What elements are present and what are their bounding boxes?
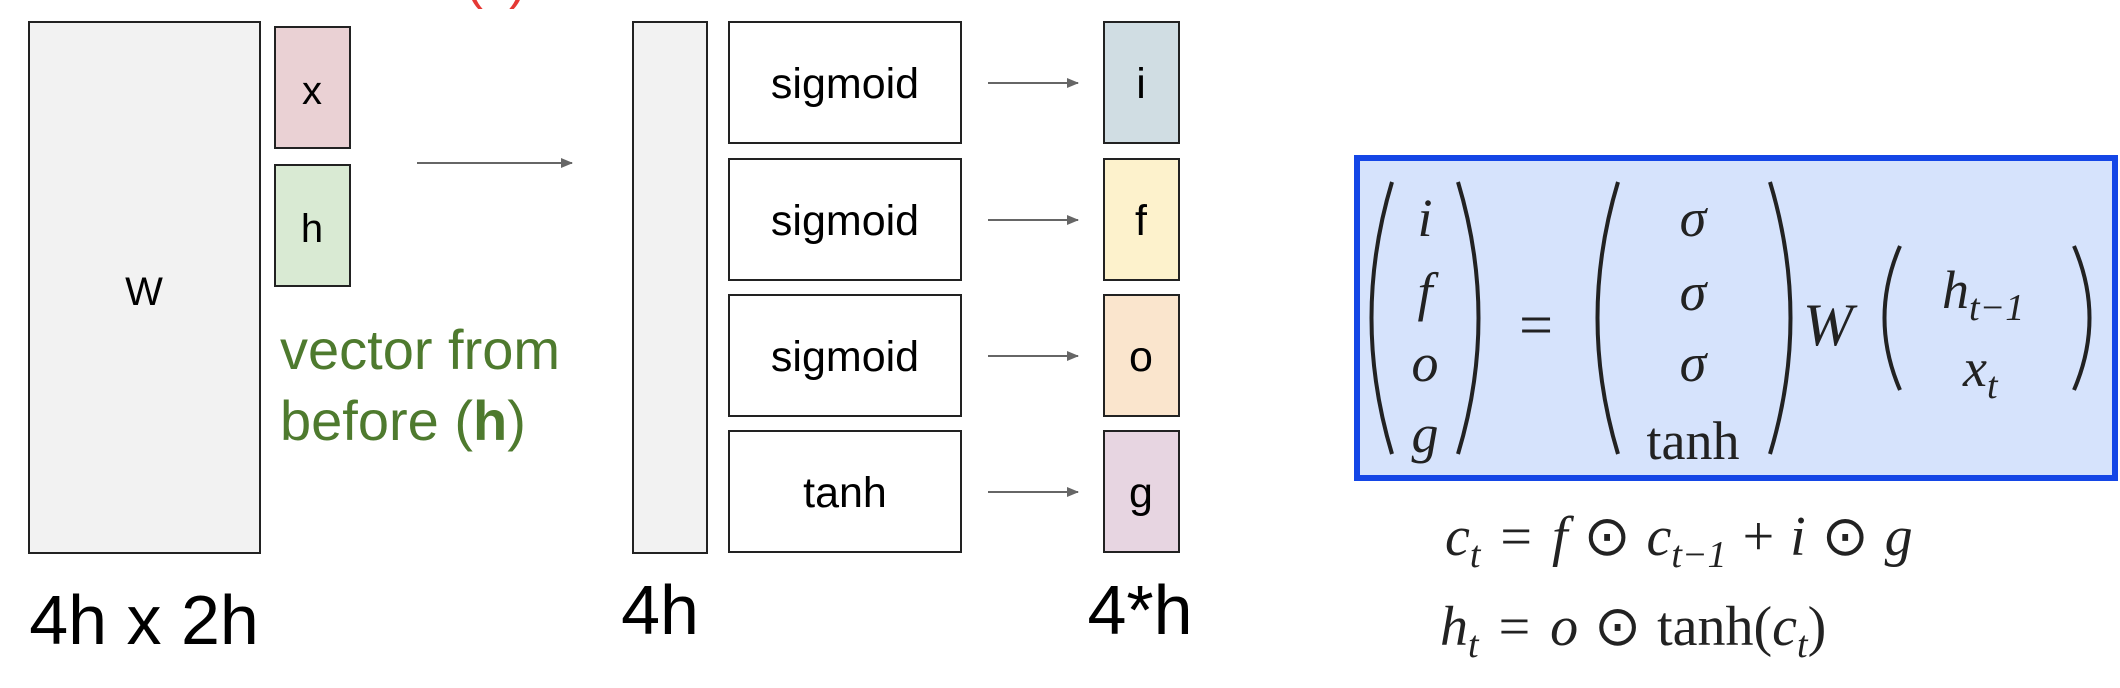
x-vector <box>274 26 351 149</box>
activation-box-3 <box>728 294 962 417</box>
input-h-sub: t−1 <box>1969 287 2024 329</box>
input-right-paren <box>2072 245 2092 391</box>
input-h: ht−1 <box>1942 260 2024 329</box>
ht-close-paren: ) <box>1808 596 1827 658</box>
ht-open-paren: ( <box>1754 596 1773 658</box>
ct-i: i <box>1790 506 1806 568</box>
input-h-base: h <box>1942 260 1969 320</box>
ct-f: f <box>1552 506 1575 568</box>
gate-f-label: f <box>1135 197 1148 245</box>
gate-o <box>1103 294 1180 417</box>
vector-note-line2: before (h) <box>280 389 526 452</box>
vector-note-line1: vector from <box>280 318 560 381</box>
ht-base: h <box>1440 596 1468 658</box>
input-x: xt <box>1962 338 1999 407</box>
activation-box-2 <box>728 158 962 281</box>
activation-box-4 <box>728 430 962 553</box>
activation-label-1: sigmoid <box>771 60 919 108</box>
equation-box <box>1354 155 2118 481</box>
gate-i-label: i <box>1136 60 1146 108</box>
vector-note-prefix: before ( <box>280 389 473 452</box>
weight-matrix <box>28 21 261 554</box>
act-sigma-2: σ <box>1680 262 1709 322</box>
ct-plus: + <box>1743 506 1775 568</box>
ht-eq: = <box>1499 596 1531 658</box>
ct-odot-2: ⊙ <box>1822 506 1869 568</box>
ht-c-sub: t <box>1797 624 1809 666</box>
ht-c: c <box>1772 596 1797 658</box>
act-sigma-3: σ <box>1680 333 1709 393</box>
preactivation-vector <box>632 21 708 554</box>
activation-label-4: tanh <box>803 469 887 517</box>
top-red-fragment: (x) <box>466 0 527 10</box>
input-x-sub: t <box>1987 365 1999 407</box>
ct-eq: = <box>1500 506 1532 568</box>
ct-sub: t <box>1470 534 1482 576</box>
gate-g-label: g <box>1129 469 1153 517</box>
act-tanh: tanh <box>1647 411 1740 471</box>
ht-odot: ⊙ <box>1594 596 1641 658</box>
ct-g: g <box>1885 506 1913 568</box>
ct-base: c <box>1445 506 1470 568</box>
lhs-right-paren <box>1456 181 1481 455</box>
equals-sign: = <box>1519 292 1553 358</box>
lhs-left-paren <box>1369 181 1394 455</box>
ct-odot-1: ⊙ <box>1584 506 1631 568</box>
gate-i <box>1103 21 1180 144</box>
weight-symbol: W <box>1803 292 1858 358</box>
h-vector-label: h <box>301 207 323 251</box>
input-x-base: x <box>1962 338 1987 398</box>
gate-o-label: o <box>1129 333 1153 381</box>
act-right-paren <box>1768 181 1793 455</box>
gate-g <box>1103 430 1180 553</box>
activation-box-1 <box>728 21 962 144</box>
ct-c: c <box>1647 506 1672 568</box>
weight-matrix-dim-label: 4h x 2h <box>29 581 259 659</box>
input-left-paren <box>1882 245 1902 391</box>
lhs-g: g <box>1412 404 1439 464</box>
ht-tanh: tanh <box>1657 596 1753 658</box>
ht-o: o <box>1550 596 1578 658</box>
h-vector <box>274 164 351 287</box>
preactivation-dim-label: 4h <box>621 571 699 649</box>
vector-note-bold: h <box>473 389 507 452</box>
cell-state-equation: ct = f ⊙ ct−1 + i ⊙ g <box>1445 506 1913 576</box>
weight-matrix-label: W <box>125 270 163 314</box>
gate-f <box>1103 158 1180 281</box>
gates-dim-label: 4*h <box>1087 571 1192 649</box>
ct-c-sub: t−1 <box>1671 534 1726 576</box>
ht-sub: t <box>1468 624 1480 666</box>
vector-note-suffix: ) <box>507 389 526 452</box>
act-left-paren <box>1595 181 1620 455</box>
lhs-o: o <box>1412 333 1439 393</box>
activation-label-3: sigmoid <box>771 333 919 381</box>
hidden-state-equation: ht = o ⊙ tanh(ct) <box>1440 596 1826 666</box>
lhs-i: i <box>1417 188 1432 248</box>
act-sigma-1: σ <box>1680 188 1709 248</box>
activation-label-2: sigmoid <box>771 197 919 245</box>
x-vector-label: x <box>302 69 322 113</box>
